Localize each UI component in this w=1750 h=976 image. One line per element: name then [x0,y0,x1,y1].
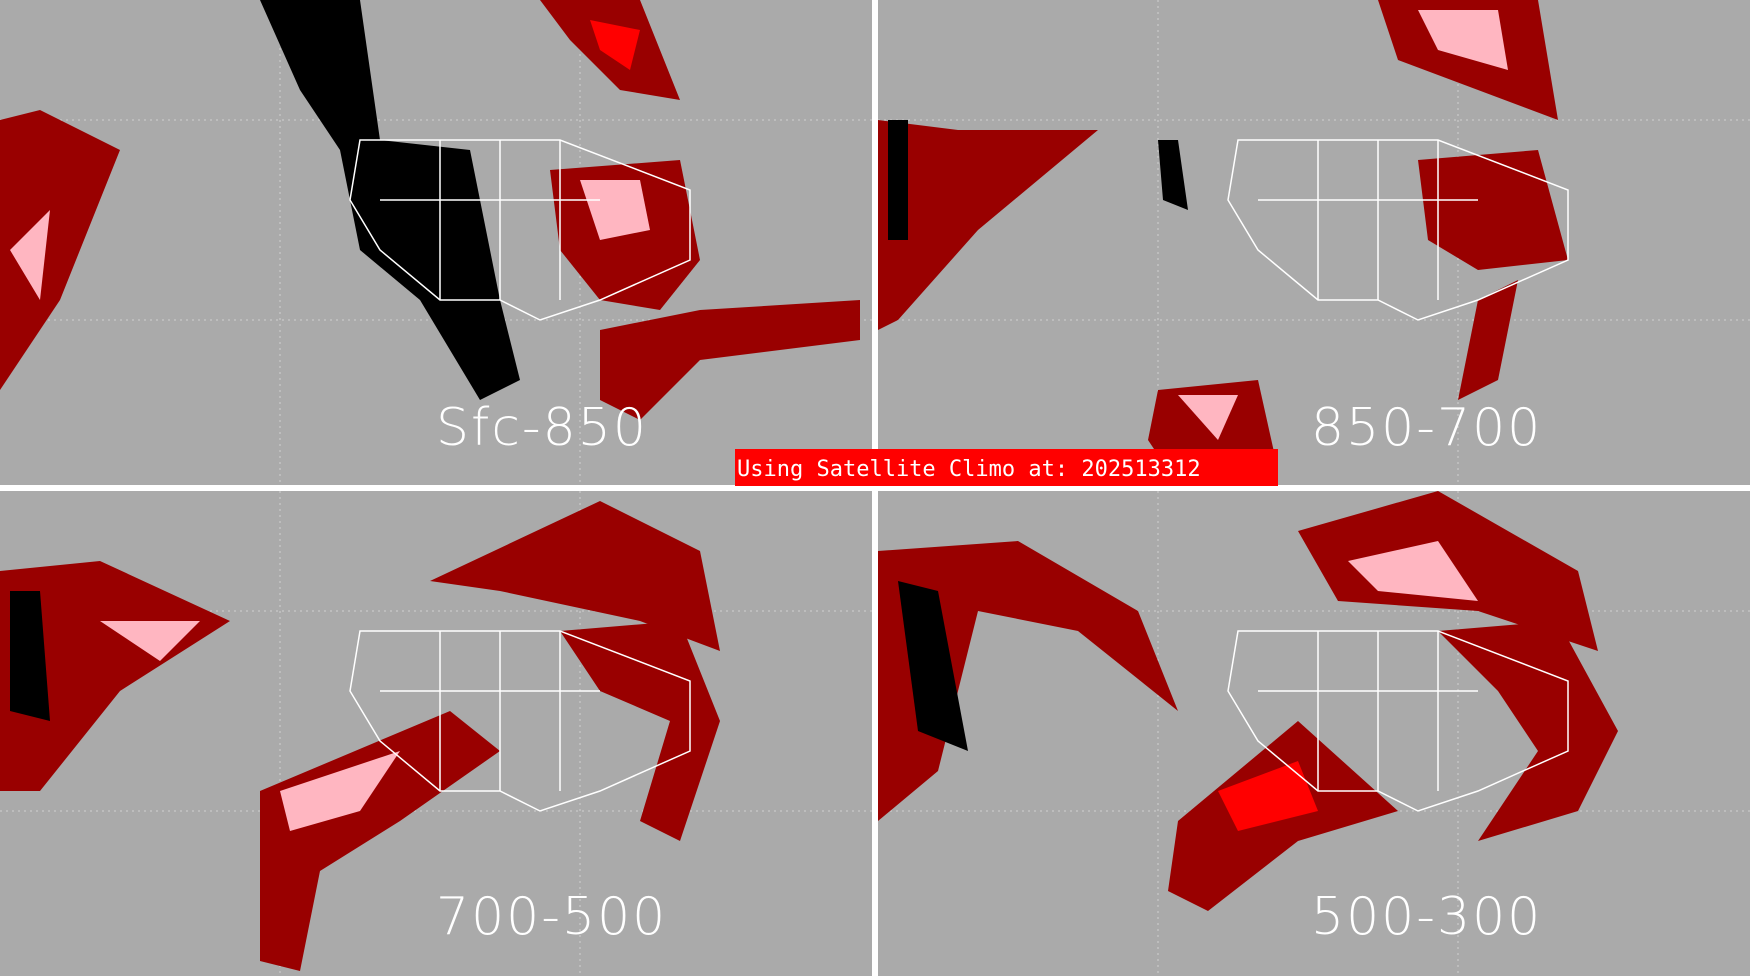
level-label: 850-700 [1311,398,1543,458]
panel-700-500: 700-500 [0,491,872,976]
panel-850-700: 850-700 [878,0,1750,485]
panel-sfc-850: Sfc-850 [0,0,872,485]
level-label: 700-500 [436,887,668,947]
moisture-map [0,0,872,485]
moisture-map [878,491,1750,976]
panel-500-300: 500-300 [878,491,1750,976]
horizontal-divider [0,485,1750,491]
climo-banner: Using Satellite Climo at: 202513312 [735,449,1278,486]
level-label: Sfc-850 [436,398,648,458]
moisture-map [0,491,872,976]
level-label: 500-300 [1311,887,1543,947]
